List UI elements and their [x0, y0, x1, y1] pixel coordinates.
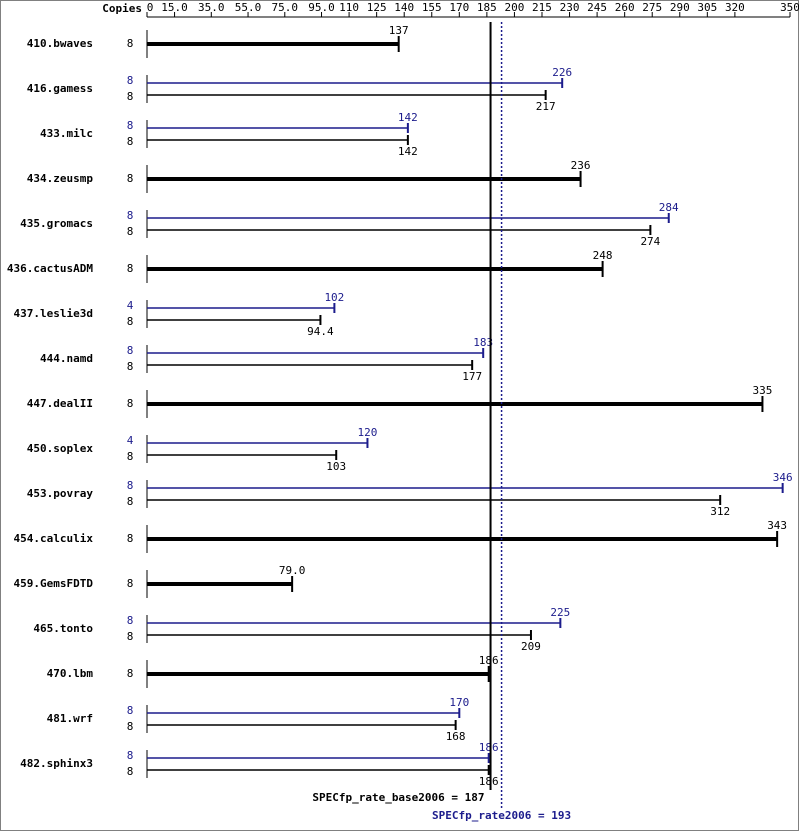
benchmark-name: 437.leslie3d	[14, 307, 93, 320]
copies: 8	[127, 614, 134, 627]
value-label: 142	[398, 111, 418, 124]
copies: 8	[127, 344, 134, 357]
x-tick-label: 155	[422, 1, 442, 14]
copies: 8	[127, 630, 134, 643]
benchmark-name: 465.tonto	[33, 622, 93, 635]
x-tick-label: 275	[642, 1, 662, 14]
value-label: 343	[767, 519, 787, 532]
value-label: 94.4	[307, 325, 334, 338]
benchmark-name: 447.dealII	[27, 397, 93, 410]
value-label: 274	[640, 235, 660, 248]
value-label: 335	[753, 384, 773, 397]
benchmark-name: 481.wrf	[47, 712, 93, 725]
copies: 8	[127, 225, 134, 238]
x-tick-label: 170	[449, 1, 469, 14]
copies: 4	[127, 434, 134, 447]
x-tick-label: 140	[394, 1, 414, 14]
copies: 8	[127, 720, 134, 733]
x-tick-label: 350	[780, 1, 799, 14]
copies: 8	[127, 37, 134, 50]
x-tick-label: 320	[725, 1, 745, 14]
copies: 8	[127, 262, 134, 275]
copies: 8	[127, 74, 134, 87]
copies-header: Copies	[102, 2, 142, 15]
x-tick-label: 125	[367, 1, 387, 14]
copies: 8	[127, 135, 134, 148]
benchmark-name: 416.gamess	[27, 82, 93, 95]
copies: 8	[127, 360, 134, 373]
benchmark-name: 453.povray	[27, 487, 94, 500]
value-label: 102	[324, 291, 344, 304]
value-label: 209	[521, 640, 541, 653]
x-tick-label: 110	[339, 1, 359, 14]
x-tick-label: 75.0	[272, 1, 299, 14]
benchmark-name: 470.lbm	[47, 667, 94, 680]
copies: 8	[127, 315, 134, 328]
reference-label: SPECfp_rate2006 = 193	[432, 809, 571, 822]
copies: 8	[127, 749, 134, 762]
value-label: 217	[536, 100, 556, 113]
x-tick-label: 305	[697, 1, 717, 14]
value-label: 225	[550, 606, 570, 619]
x-tick-label: 95.0	[308, 1, 335, 14]
value-label: 120	[358, 426, 378, 439]
benchmark-name: 436.cactusADM	[7, 262, 93, 275]
value-label: 177	[462, 370, 482, 383]
value-label: 312	[710, 505, 730, 518]
x-tick-label: 35.0	[198, 1, 225, 14]
value-label: 236	[571, 159, 591, 172]
value-label: 183	[473, 336, 493, 349]
x-tick-label: 260	[615, 1, 635, 14]
copies: 8	[127, 577, 134, 590]
value-label: 103	[326, 460, 346, 473]
x-tick-label: 15.0	[161, 1, 188, 14]
copies: 8	[127, 479, 134, 492]
value-label: 170	[449, 696, 469, 709]
x-tick-label: 245	[587, 1, 607, 14]
x-tick-label: 55.0	[235, 1, 262, 14]
value-label: 142	[398, 145, 418, 158]
x-tick-label: 200	[504, 1, 524, 14]
reference-label: SPECfp_rate_base2006 = 187	[312, 791, 484, 804]
benchmark-name: 450.soplex	[27, 442, 94, 455]
value-label: 226	[552, 66, 572, 79]
copies: 8	[127, 397, 134, 410]
value-label: 248	[593, 249, 613, 262]
benchmark-name: 454.calculix	[14, 532, 94, 545]
value-label: 186	[479, 775, 499, 788]
x-tick-label: 0	[147, 1, 154, 14]
benchmark-name: 459.GemsFDTD	[14, 577, 94, 590]
benchmark-name: 410.bwaves	[27, 37, 93, 50]
copies: 8	[127, 704, 134, 717]
x-tick-label: 290	[670, 1, 690, 14]
benchmark-name: 482.sphinx3	[20, 757, 93, 770]
copies: 8	[127, 765, 134, 778]
copies: 4	[127, 299, 134, 312]
benchmark-name: 433.milc	[40, 127, 93, 140]
value-label: 186	[479, 654, 499, 667]
copies: 8	[127, 450, 134, 463]
value-label: 168	[446, 730, 466, 743]
value-label: 186	[479, 741, 499, 754]
x-tick-label: 185	[477, 1, 497, 14]
benchmark-name: 434.zeusmp	[27, 172, 94, 185]
copies: 8	[127, 495, 134, 508]
copies: 8	[127, 532, 134, 545]
x-tick-label: 215	[532, 1, 552, 14]
benchmark-name: 435.gromacs	[20, 217, 93, 230]
copies: 8	[127, 667, 134, 680]
value-label: 79.0	[279, 564, 306, 577]
copies: 8	[127, 90, 134, 103]
x-tick-label: 230	[560, 1, 580, 14]
copies: 8	[127, 119, 134, 132]
benchmark-name: 444.namd	[40, 352, 93, 365]
value-label: 346	[773, 471, 793, 484]
value-label: 284	[659, 201, 679, 214]
value-label: 137	[389, 24, 409, 37]
copies: 8	[127, 172, 134, 185]
copies: 8	[127, 209, 134, 222]
